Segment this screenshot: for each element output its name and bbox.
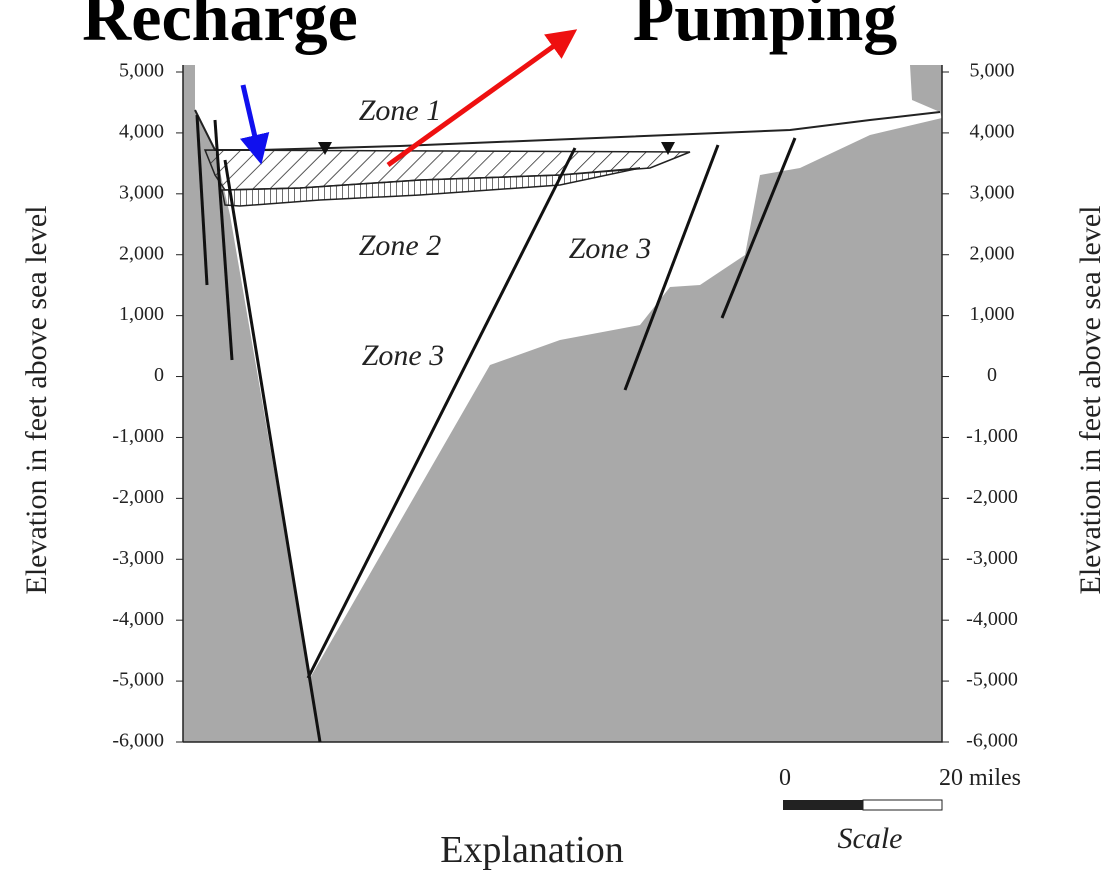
right-tick-label: -4,000 <box>966 608 1018 630</box>
scale-caption: Scale <box>838 822 903 855</box>
zone-label: Zone 2 <box>359 229 442 262</box>
left-tick-label: -6,000 <box>112 730 164 752</box>
left-tick-label: -1,000 <box>112 425 164 447</box>
basin <box>195 65 942 678</box>
right-tick-label: 4,000 <box>970 121 1015 143</box>
zone-label: Zone 3 <box>362 339 445 372</box>
right-axis-label: Elevation in feet above sea level <box>1074 206 1107 595</box>
left-tick-label: -4,000 <box>112 608 164 630</box>
right-tick-label: 3,000 <box>970 181 1015 203</box>
left-tick-label: -3,000 <box>112 547 164 569</box>
right-tick-label: -1,000 <box>966 425 1018 447</box>
left-tick-label: -5,000 <box>112 669 164 691</box>
water-table <box>318 142 332 155</box>
left-tick-label: 1,000 <box>119 303 164 325</box>
right-tick-label: -5,000 <box>966 669 1018 691</box>
right-tick-label: 0 <box>987 364 997 386</box>
zone-label: Zone 1 <box>359 94 442 127</box>
scale-end: 20 miles <box>939 765 1021 791</box>
scale-bar <box>862 799 943 811</box>
recharge-arrow <box>240 84 270 165</box>
faults <box>195 114 797 743</box>
zone-label: Zone 3 <box>569 232 652 265</box>
right-tick-label: 1,000 <box>970 303 1015 325</box>
explanation: Explanation <box>440 829 624 871</box>
right-tick-label: -6,000 <box>966 730 1018 752</box>
right-tick-label: -2,000 <box>966 486 1018 508</box>
scale-start: 0 <box>779 765 791 791</box>
pumping-title: Pumping <box>633 0 898 55</box>
left-tick-label: 3,000 <box>119 181 164 203</box>
left-tick-label: -2,000 <box>112 486 164 508</box>
right-tick-label: -3,000 <box>966 547 1018 569</box>
right-tick-label: 2,000 <box>970 242 1015 264</box>
zone-2-area <box>221 167 641 207</box>
left-tick-label: 0 <box>154 364 164 386</box>
pumping-arrow <box>386 29 578 168</box>
right-tick-label: 5,000 <box>970 60 1015 82</box>
water-table <box>661 142 675 155</box>
recharge-title: Recharge <box>82 0 358 55</box>
left-tick-label: 2,000 <box>119 242 164 264</box>
scale-bar <box>783 800 863 810</box>
left-tick-label: 4,000 <box>119 121 164 143</box>
left-axis-label: Elevation in feet above sea level <box>20 206 53 595</box>
left-tick-label: 5,000 <box>119 60 164 82</box>
